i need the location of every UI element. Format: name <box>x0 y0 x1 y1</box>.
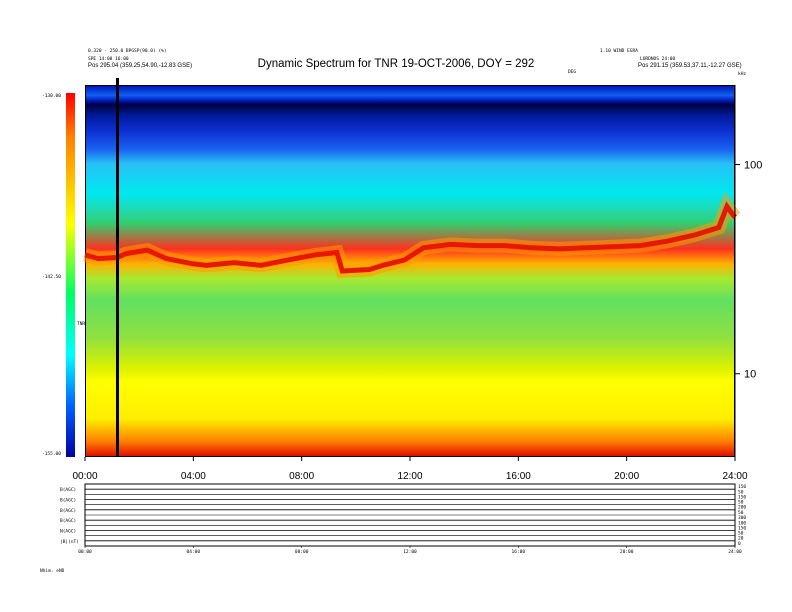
lower-panel-tick: 0 <box>738 541 741 547</box>
lower-panel-tick: 20 <box>738 536 744 542</box>
x-tick-label: 00:00 <box>72 471 97 482</box>
chart-title: Dynamic Spectrum for TNR 19-OCT-2006, DO… <box>257 58 535 70</box>
lower-x-tick-label: 20:00 <box>620 549 634 555</box>
lower-panel-tick: 50 <box>738 489 744 495</box>
lower-panel-label: |B|(nT) <box>60 539 79 545</box>
lower-x-tick-label: 00:00 <box>78 549 92 555</box>
right-axis-tick-label: 10 <box>744 369 756 381</box>
lower-x-tick-label: 12:00 <box>403 549 417 555</box>
lower-panel-tick: 100 <box>738 520 746 526</box>
lower-panel-tick: 150 <box>738 484 746 490</box>
lower-panel-label: B(AGC) <box>60 518 76 524</box>
lower-panel-label: B(AGC) <box>60 498 76 504</box>
colorbar-label-mid: -142.50 <box>42 275 61 280</box>
lower-x-tick-label: 24:00 <box>728 549 742 555</box>
x-tick-label: 04:00 <box>181 471 206 482</box>
lower-panel-tick: 150 <box>738 525 746 531</box>
spectrogram-plot <box>85 85 735 457</box>
lower-panel-tick: 50 <box>738 531 744 537</box>
x-tick-label: 08:00 <box>289 471 314 482</box>
header-left-line-3: Pos 295.04 (359.25,54.90,-12.83 GSE) <box>88 63 193 69</box>
lower-panel-tick: 300 <box>738 515 746 521</box>
header-left-line-1: 0.320 - 250.0 BPGSP(90.0) (%) <box>88 49 167 54</box>
lower-panel-label: N(AGC) <box>60 529 76 535</box>
lower-panel-label: B(AGC) <box>60 487 76 493</box>
right-axis-tick-label: 100 <box>744 160 762 172</box>
x-tick-label: 12:00 <box>397 471 422 482</box>
lower-x-tick-label: 08:00 <box>295 549 309 555</box>
x-tick-label: 16:00 <box>506 471 531 482</box>
right-axis-unit: kHz <box>738 72 747 77</box>
header-right-line-1: 1.10 WIND EGRA <box>600 49 638 54</box>
lower-panel-tick: 150 <box>738 494 746 500</box>
header-left-line-2: SPE 14:00 16:00 <box>88 57 129 62</box>
x-tick-label: 20:00 <box>614 471 639 482</box>
x-tick-label: 24:00 <box>722 471 747 482</box>
colorbar-unit: TNR <box>77 322 86 327</box>
colorbar-label-top: -130.00 <box>42 94 61 99</box>
lower-panel-tick: 50 <box>738 500 744 506</box>
lower-panel-tick: 200 <box>738 505 746 511</box>
header-right-line-2: LORDNOS 24:00 <box>640 57 676 62</box>
colorbar-label-bottom: -155.00 <box>42 452 61 457</box>
lower-x-tick-label: 04:00 <box>187 549 201 555</box>
lower-x-tick-label: 16:00 <box>512 549 526 555</box>
lower-panel-label: B(AGC) <box>60 508 76 514</box>
colorbar <box>66 93 75 457</box>
lower-panel-tick: 50 <box>738 510 744 516</box>
center-small-label: DEG <box>568 70 577 75</box>
footer-label: Nhim. eND <box>40 569 65 574</box>
plasma-line <box>84 201 737 274</box>
header-right-line-3: Pos 291.15 (359.53,37.11,-12.27 GSE) <box>638 63 742 69</box>
